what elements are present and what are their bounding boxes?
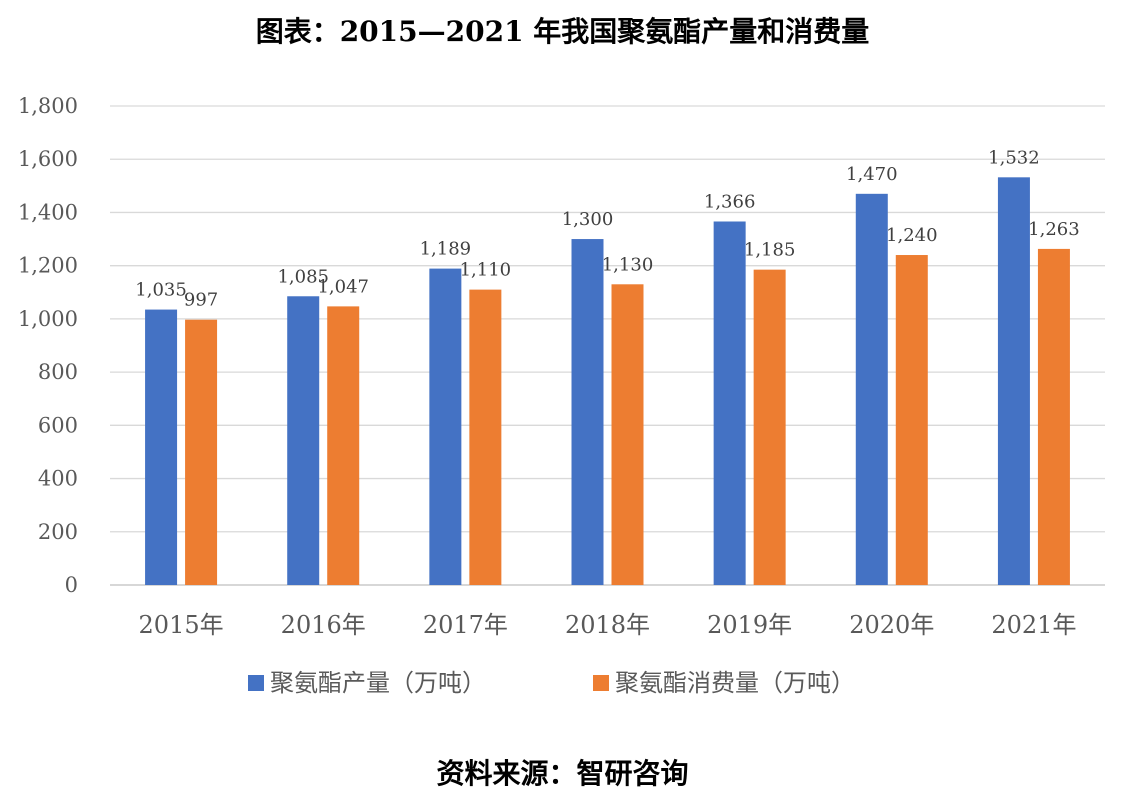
y-axis-ticks: 0 200 400 600 800 1,000 1,200 1,400 1,600 1,800 — [18, 94, 78, 597]
legend-swatch — [248, 675, 264, 691]
bar-consumption — [469, 289, 502, 585]
y-tick-label: 1,000 — [18, 307, 78, 331]
x-tick-label: 2017年 — [423, 611, 508, 639]
y-tick-label: 1,200 — [18, 254, 78, 278]
data-label: 1,240 — [886, 225, 938, 246]
y-tick-label: 800 — [38, 360, 78, 384]
bars — [145, 177, 1070, 586]
y-tick-label: 400 — [38, 467, 78, 491]
gridlines — [110, 105, 1105, 586]
data-label: 1,189 — [420, 239, 472, 260]
x-tick-label: 2016年 — [281, 611, 366, 639]
legend-label: 聚氨酯消费量（万吨） — [615, 669, 855, 697]
data-label: 1,047 — [317, 276, 369, 297]
bar-consumption — [611, 284, 644, 585]
bar-consumption — [185, 319, 218, 585]
y-tick-label: 600 — [38, 413, 78, 437]
y-tick-label: 0 — [65, 573, 78, 597]
legend-label: 聚氨酯产量（万吨） — [270, 669, 486, 697]
bar-production — [287, 296, 320, 585]
y-tick-label: 1,800 — [18, 94, 78, 118]
data-label: 1,366 — [704, 191, 756, 212]
data-label: 1,470 — [846, 164, 898, 185]
bar-consumption — [753, 269, 786, 585]
y-tick-label: 200 — [38, 520, 78, 544]
data-label: 997 — [184, 290, 218, 311]
bar-consumption — [327, 306, 360, 585]
chart-title: 图表：2015—2021 年我国聚氨酯产量和消费量 — [255, 15, 870, 48]
bar-consumption — [895, 255, 928, 585]
x-tick-label: 2019年 — [707, 611, 792, 639]
data-label: 1,185 — [744, 240, 796, 261]
data-label: 1,300 — [562, 209, 614, 230]
data-label: 1,110 — [460, 260, 512, 281]
data-label: 1,085 — [277, 266, 329, 287]
bar-consumption — [1037, 248, 1070, 585]
source-note: 资料来源：智研咨询 — [436, 757, 689, 790]
legend: 聚氨酯产量（万吨） 聚氨酯消费量（万吨） — [248, 669, 855, 697]
legend-swatch — [593, 675, 609, 691]
bar-production — [571, 239, 604, 586]
data-label: 1,035 — [135, 280, 187, 301]
x-tick-label: 2015年 — [139, 611, 224, 639]
data-label: 1,263 — [1028, 219, 1080, 240]
bar-production — [713, 221, 746, 585]
x-tick-label: 2021年 — [991, 611, 1076, 639]
data-label: 1,532 — [988, 147, 1040, 168]
bar-production — [997, 177, 1030, 585]
y-tick-label: 1,400 — [18, 200, 78, 224]
x-tick-label: 2018年 — [565, 611, 650, 639]
x-axis-ticks: 2015年 2016年 2017年 2018年 2019年 2020年 2021年 — [139, 611, 1077, 639]
bar-production — [855, 193, 888, 586]
bar-production — [429, 268, 462, 585]
data-label: 1,130 — [602, 254, 654, 275]
x-tick-label: 2020年 — [849, 611, 934, 639]
y-tick-label: 1,600 — [18, 147, 78, 171]
bar-production — [145, 309, 178, 585]
